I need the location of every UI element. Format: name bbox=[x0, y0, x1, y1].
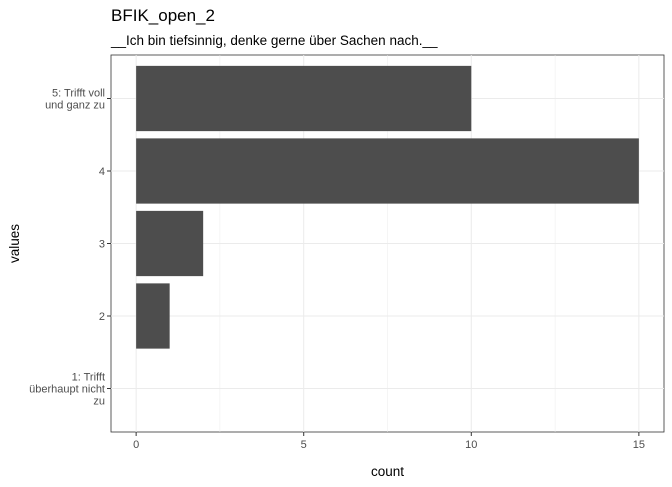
y-tick-label-line: 4 bbox=[99, 166, 105, 178]
bar bbox=[136, 283, 170, 349]
y-tick-label-line: und ganz zu bbox=[45, 100, 105, 112]
chart-subtitle: __Ich bin tiefsinnig, denke gerne über S… bbox=[110, 33, 438, 48]
x-tick-label: 0 bbox=[133, 439, 139, 451]
y-tick-label: 4 bbox=[99, 166, 105, 178]
chart-title: BFIK_open_2 bbox=[111, 6, 215, 25]
bars bbox=[136, 65, 639, 349]
y-tick-label-line: überhaupt nicht bbox=[29, 384, 105, 396]
x-axis-title: count bbox=[371, 464, 404, 479]
y-tick-label: 5: Trifft voll und ganz zu bbox=[45, 88, 105, 112]
y-tick-label: 1: Trifft überhaupt nicht zu bbox=[29, 372, 105, 408]
x-tick-label: 10 bbox=[465, 439, 477, 451]
y-tick-label-line: 3 bbox=[99, 239, 105, 251]
x-tick-label: 5 bbox=[301, 439, 307, 451]
axes: 0 5 10 15 1: Trifft überhaupt nicht zu 2 3 4 5: Tr… bbox=[29, 88, 645, 452]
y-tick-label-line: zu bbox=[93, 396, 105, 408]
bar bbox=[136, 210, 204, 277]
y-tick-label-line: 1: Trifft bbox=[72, 372, 105, 384]
y-tick-label: 3 bbox=[99, 239, 105, 251]
y-tick-label-line: 5: Trifft voll bbox=[52, 88, 105, 100]
x-tick-label: 15 bbox=[633, 439, 645, 451]
bar bbox=[136, 138, 639, 204]
bar bbox=[136, 65, 472, 132]
y-tick-label-line: 2 bbox=[99, 311, 105, 323]
y-axis-title: values bbox=[7, 224, 22, 263]
y-tick-label: 2 bbox=[99, 311, 105, 323]
